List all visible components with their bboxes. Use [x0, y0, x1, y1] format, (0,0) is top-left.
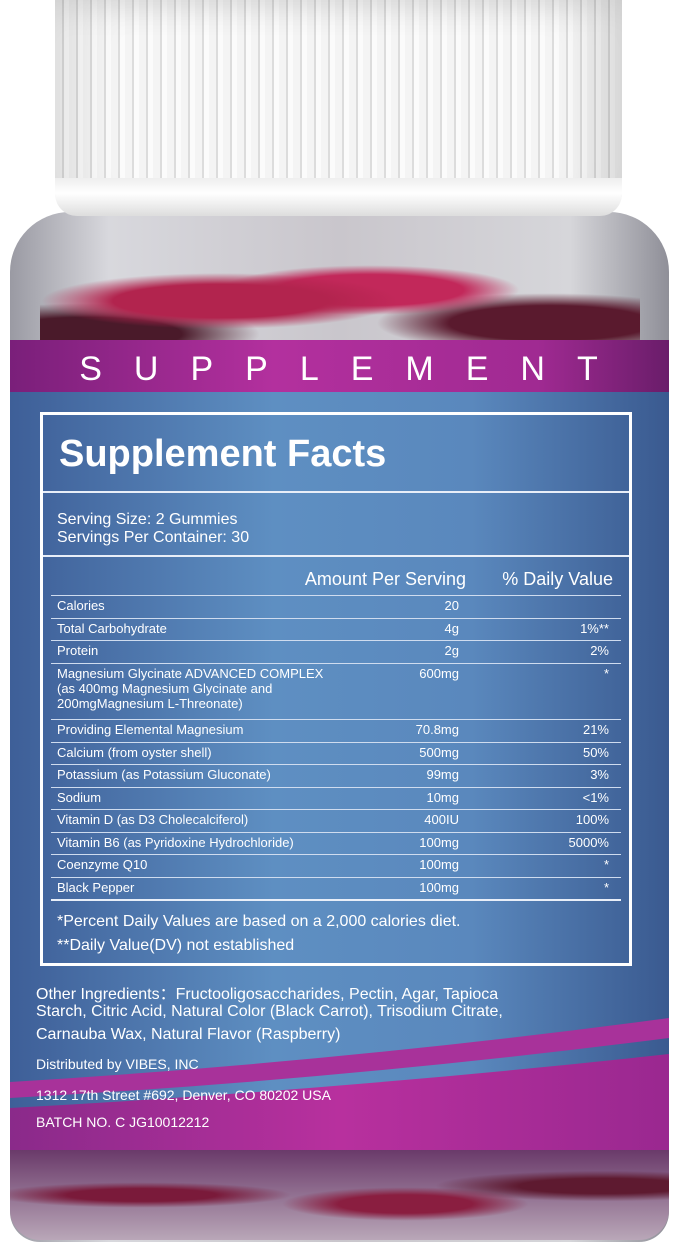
divider	[43, 491, 629, 493]
nutrient-subtext: (as 400mg Magnesium Glycinate and	[57, 680, 273, 696]
nutrient-name-text: Magnesium Glycinate ADVANCED COMPLEX	[57, 665, 324, 681]
nutrient-name-text: Black Pepper	[57, 879, 135, 895]
bottle-cap-rim	[55, 178, 622, 216]
nutrient-name: Calcium (from oyster shell)	[57, 745, 212, 760]
facts-row: Black Pepper 100mg *	[51, 876, 621, 899]
amount: 600mg	[419, 665, 459, 681]
band-text: SUPPLEMENT	[79, 350, 630, 388]
nutrient-name: Magnesium Glycinate ADVANCED COMPLEX (as …	[57, 666, 323, 711]
facts-title: Supplement Facts	[59, 433, 387, 475]
label	[10, 392, 669, 1152]
nutrient-name-text: Potassium (as Potassium Gluconate)	[57, 767, 271, 782]
facts-row: Calcium (from oyster shell) 500mg 50%	[51, 741, 621, 764]
label-swoosh	[10, 1018, 669, 1180]
facts-row: Vitamin B6 (as Pyridoxine Hydrochloride)…	[51, 831, 621, 854]
daily-value: *	[603, 665, 609, 681]
nutrient-name: Black Pepper	[57, 880, 134, 895]
nutrient-name: Potassium (as Potassium Gluconate)	[57, 767, 271, 782]
nutrient-name: Calories	[57, 598, 105, 613]
gummies-bottom	[10, 1150, 669, 1240]
amount: 400IU	[424, 812, 459, 827]
distributor: Distributed by VIBES, INC	[36, 1056, 199, 1072]
nutrient-name-text: Protein	[57, 643, 99, 658]
facts-row: Potassium (as Potassium Gluconate) 99mg 3%	[51, 764, 621, 786]
amount-header: Amount Per Serving	[304, 569, 466, 589]
other-ingredients-2: Starch, Citric Acid, Natural Color (Blac…	[36, 1003, 503, 1020]
amount: 100mg	[419, 834, 459, 850]
batch-number: BATCH NO. C JG10012212	[36, 1114, 210, 1130]
nutrient-name-text: Calcium (from oyster shell)	[57, 744, 212, 760]
daily-value: 100%	[575, 812, 609, 827]
nutrient-name: Providing Elemental Magnesium	[57, 722, 243, 737]
daily-value: 2%	[590, 643, 609, 658]
amount: 100mg	[419, 879, 459, 895]
daily-value: 1%**	[580, 620, 609, 636]
nutrient-name-text: Sodium	[57, 789, 102, 805]
facts-row: Vitamin D (as D3 Cholecalciferol) 400IU 10…	[51, 809, 621, 831]
nutrient-name-text: Vitamin D (as D3 Cholecalciferol)	[57, 812, 249, 827]
footnote-2: **Daily Value(DV) not established	[57, 937, 295, 954]
amount: 10mg	[426, 789, 459, 805]
other-ingredients-1: Other Ingredients：Fructooligosaccharides…	[36, 986, 499, 1003]
nutrient-name: Total Carbohydrate	[57, 621, 167, 636]
amount: 100mg	[419, 857, 459, 872]
amount: 20	[444, 598, 459, 613]
address: 1312 17th Street #692, Denver, CO 80202 …	[36, 1087, 331, 1103]
daily-value: *	[603, 857, 609, 872]
nutrient-name-text: Total Carbohydrate	[57, 620, 167, 636]
daily-value: <1%	[582, 789, 609, 805]
amount: 2g	[444, 643, 459, 658]
nutrient-name-text: Calories	[57, 598, 105, 613]
serving-size: Serving Size: 2 Gummies	[57, 511, 238, 528]
daily-value: 3%	[590, 767, 609, 782]
nutrient-name-text: Providing Elemental Magnesium	[57, 722, 244, 737]
nutrient-name: Sodium	[57, 790, 101, 805]
facts-row: Providing Elemental Magnesium 70.8mg 21%	[51, 719, 621, 741]
facts-row: Calories 20	[51, 595, 621, 617]
amount: 500mg	[419, 744, 459, 760]
divider	[51, 899, 621, 901]
other-ingredients-3: Carnauba Wax, Natural Flavor (Raspberry)	[36, 1026, 341, 1043]
gummies-top	[40, 235, 640, 345]
nutrient-name: Vitamin B6 (as Pyridoxine Hydrochloride)	[57, 835, 294, 850]
daily-value: 21%	[582, 722, 609, 737]
amount: 4g	[444, 620, 459, 636]
facts-row: Sodium 10mg <1%	[51, 786, 621, 809]
facts-row: Total Carbohydrate 4g 1%**	[51, 617, 621, 640]
nutrient-name-text: Vitamin B6 (as Pyridoxine Hydrochloride)	[57, 834, 294, 850]
amount: 99mg	[426, 767, 459, 782]
swoosh-fill	[10, 1054, 669, 1180]
facts-row: Magnesium Glycinate ADVANCED COMPLEX (as …	[51, 662, 621, 719]
daily-value: 5000%	[568, 834, 609, 850]
nutrient-name: Vitamin D (as D3 Cholecalciferol)	[57, 812, 248, 827]
footnote-1: *Percent Daily Values are based on a 2,0…	[57, 913, 461, 930]
daily-value: 50%	[582, 744, 609, 760]
nutrient-name: Coenzyme Q10	[57, 857, 147, 872]
facts-row: Protein 2g 2%	[51, 640, 621, 662]
divider	[43, 555, 629, 557]
nutrient-name: Protein	[57, 643, 98, 658]
amount: 70.8mg	[415, 722, 459, 737]
dv-header: % Daily Value	[502, 569, 613, 589]
supplement-facts-panel: Supplement Facts Serving Size: 2 Gummies…	[40, 412, 632, 966]
servings-per-container: Servings Per Container: 30	[57, 529, 250, 546]
supplement-band: SUPPLEMENT	[10, 340, 669, 392]
swoosh-stripe	[10, 1018, 669, 1098]
nutrient-subtext: 200mgMagnesium L-Threonate)	[57, 695, 243, 711]
facts-row: Coenzyme Q10 100mg *	[51, 854, 621, 876]
daily-value: *	[603, 879, 609, 895]
nutrient-name-text: Coenzyme Q10	[57, 857, 148, 872]
